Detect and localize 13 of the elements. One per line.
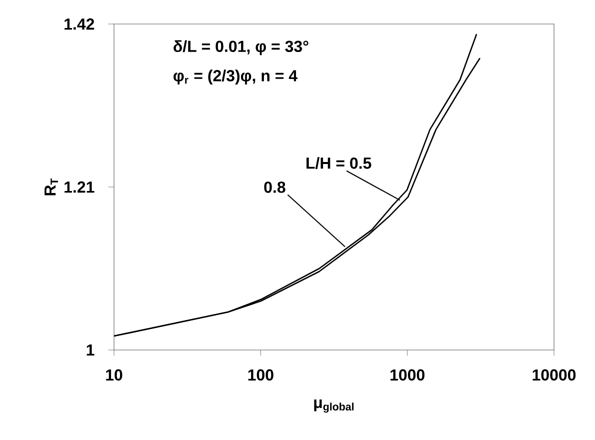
annotation: L/H = 0.5: [306, 157, 372, 169]
x-tick-label: 1000: [390, 369, 424, 381]
annotation: 0.8: [264, 182, 286, 193]
annotation: δ/L = 0.01, φ = 33°: [174, 40, 308, 56]
y-tick-label: 1.21: [64, 181, 94, 193]
x-tick-label: 100: [248, 369, 274, 381]
y-axis-title: R$_{T}$: [44, 178, 58, 196]
annotation: φ$_{r}$ = (2/3)φ, n = 4: [174, 70, 298, 85]
x-tick-label: 10000: [532, 369, 576, 381]
y-tick-label: 1.42: [64, 18, 94, 30]
y-tick-label: 1: [86, 344, 94, 356]
x-axis-title: μ$_{global}$: [314, 400, 354, 413]
x-tick-label: 10: [106, 369, 122, 381]
